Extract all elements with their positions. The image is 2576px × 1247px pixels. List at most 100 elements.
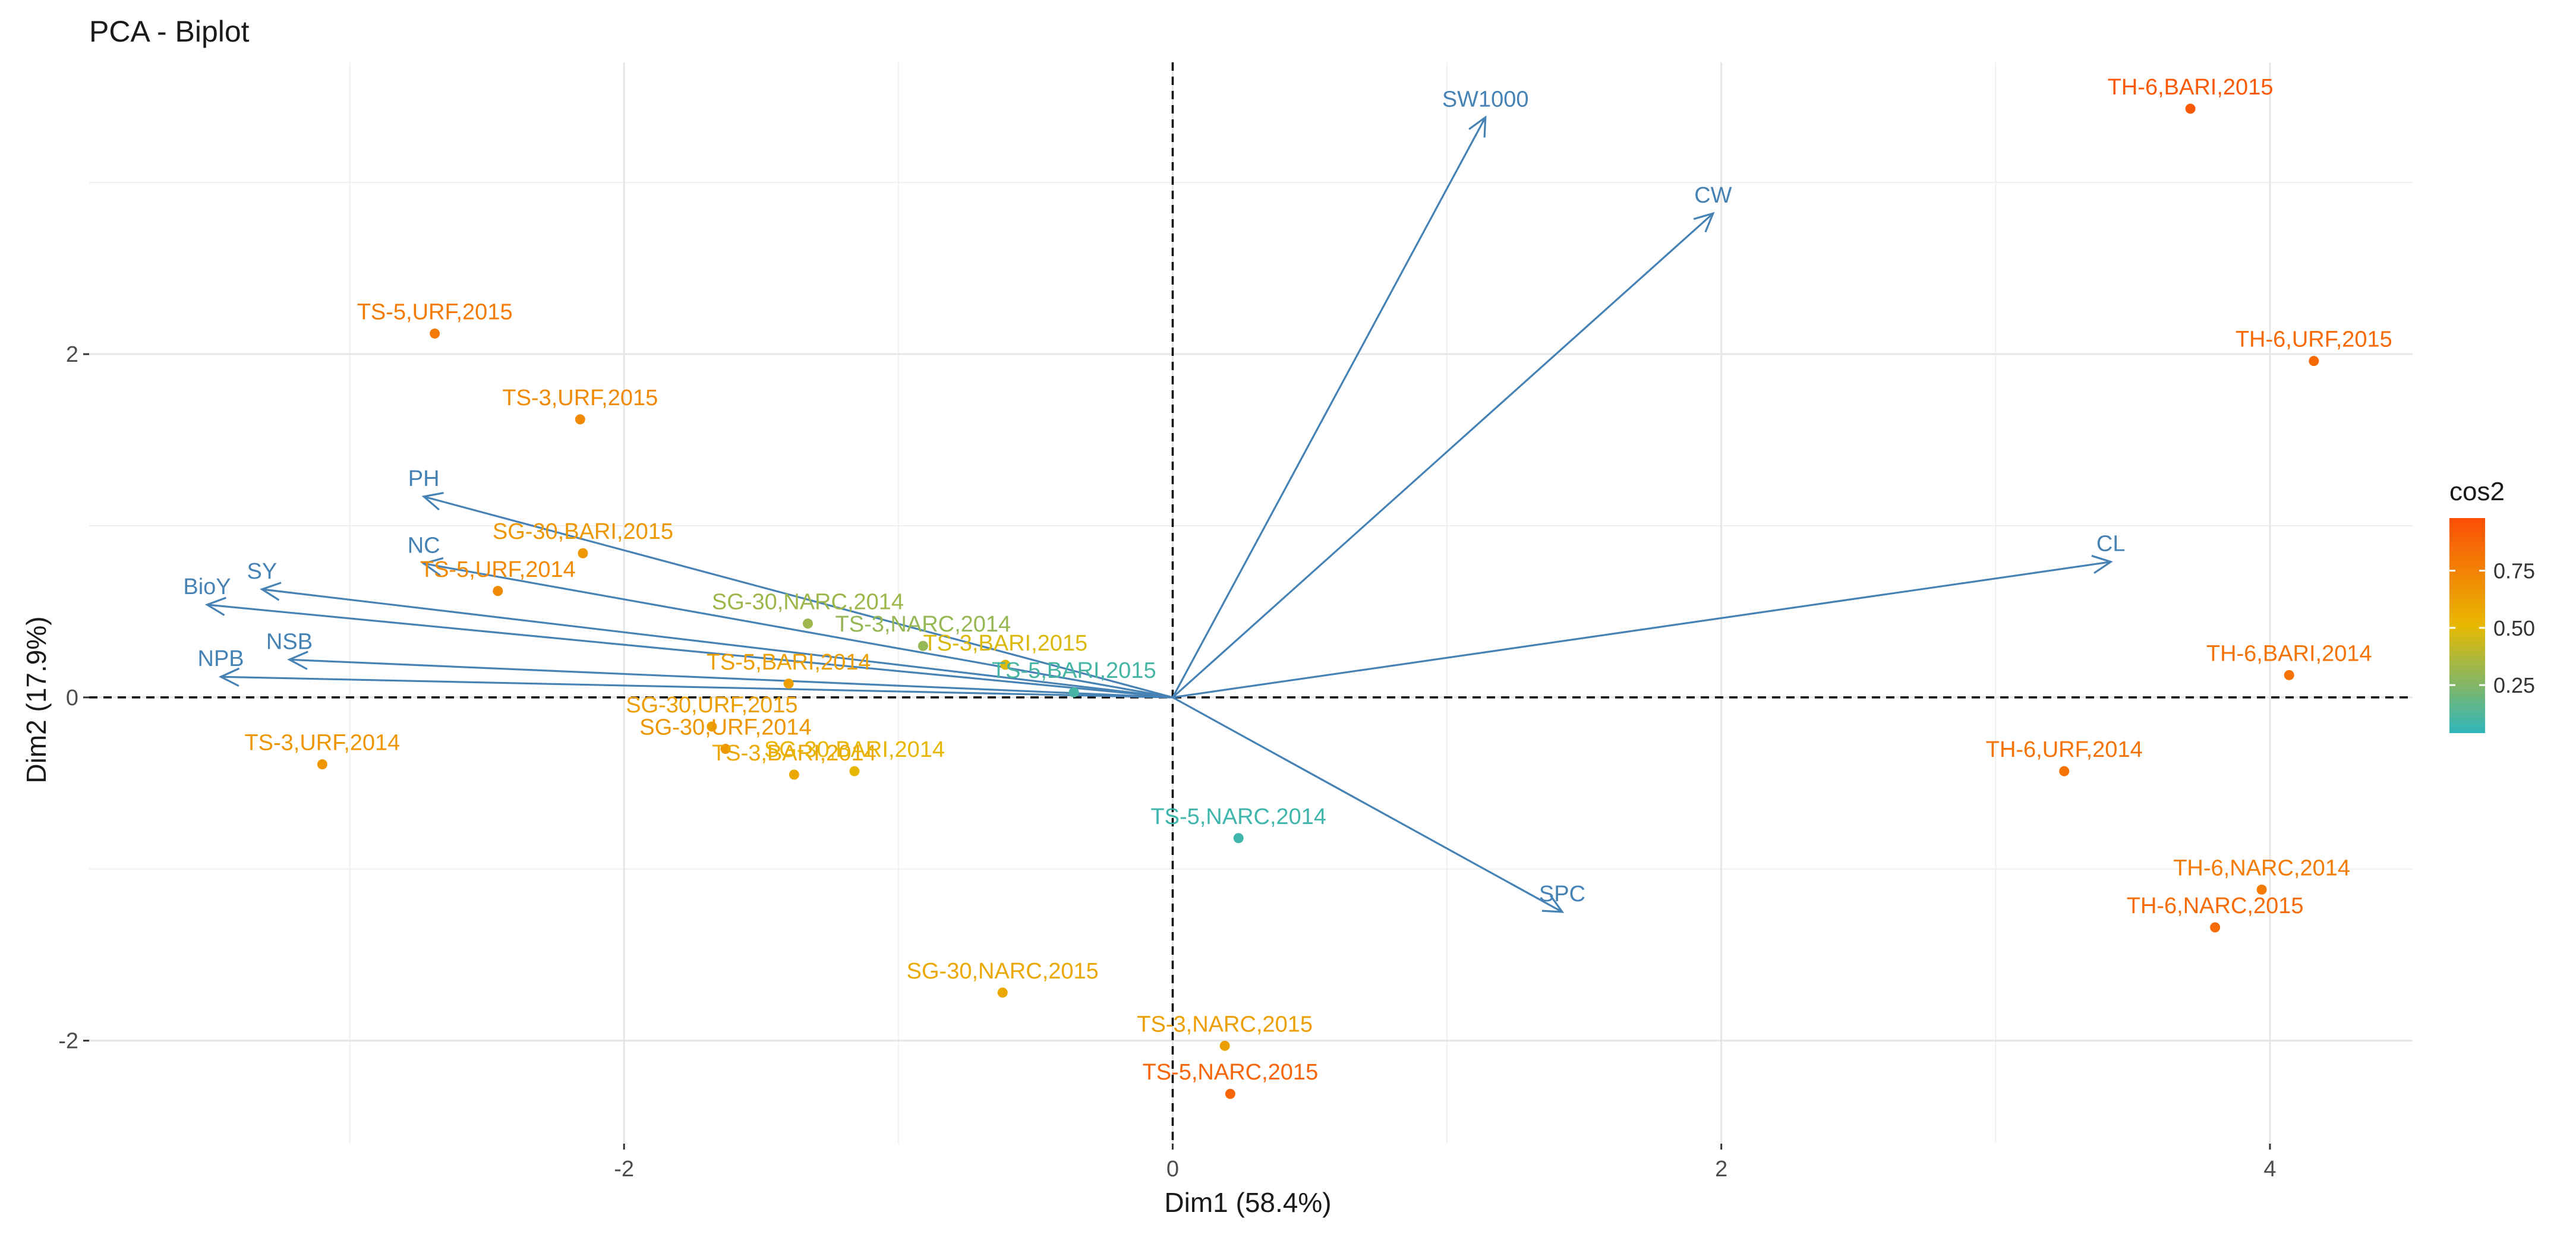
individual-label-th-6-urf-2014: TH-6,URF,2014 (1986, 737, 2143, 762)
individual-point-ts-5-bari-2014 (783, 678, 794, 689)
arrow-head (287, 651, 308, 670)
arrow-head (204, 596, 226, 616)
arrow-head (1468, 115, 1487, 138)
variable-label-cl: CL (2096, 532, 2126, 557)
legend-title: cos2 (2449, 477, 2505, 506)
variable-label-nc: NC (408, 533, 440, 558)
legend-ticks: 0.25 0.50 0.75 (2449, 559, 2535, 697)
y-tick-label: 0 (66, 686, 78, 711)
variable-label-ph: PH (408, 466, 440, 491)
variable-label-spc: SPC (1539, 882, 1585, 907)
y-tick-label: -2 (58, 1029, 78, 1054)
data-labels: SW1000 CW CL SPC PH NC SY BioY NSB NPB TH-6,BARI,2… (183, 75, 2392, 1085)
arrow-shaft (1172, 213, 1714, 699)
individual-label-sg-30-bari-2014: SG-30,BARI,2014 (764, 737, 945, 762)
arrow-shaft (1172, 116, 1487, 698)
x-tick-label: 0 (1166, 1157, 1179, 1182)
arrow-head (421, 557, 444, 576)
arrow-shaft (1172, 561, 2111, 699)
legend-colorbar (2449, 518, 2485, 733)
arrow-shaft (423, 495, 1173, 699)
individual-label-ts-5-bari-2015: TS-5,BARI,2015 (992, 658, 1156, 683)
individual-label-th-6-narc-2015: TH-6,NARC,2015 (2127, 894, 2304, 918)
arrow-head (260, 582, 282, 601)
x-tick-label: 2 (1715, 1157, 1727, 1182)
individual-label-th-6-urf-2015: TH-6,URF,2015 (2236, 327, 2392, 352)
grid (89, 62, 2413, 1144)
cos2-legend: cos2 0.25 0.50 0.75 (2449, 477, 2535, 733)
variable-label-nsb: NSB (266, 629, 313, 654)
variable-label-bioy: BioY (183, 574, 231, 599)
variable-arrow-ph (421, 492, 1173, 699)
individual-point-ts-3-bari-2014 (789, 769, 799, 780)
x-tick-label: 4 (2263, 1157, 2276, 1182)
individual-point-ts-5-urf-2014 (493, 586, 503, 596)
individual-label-ts-5-urf-2014: TS-5,URF,2014 (420, 557, 576, 582)
individual-label-th-6-narc-2014: TH-6,NARC,2014 (2173, 855, 2350, 880)
individual-label-ts-5-bari-2014: TS-5,BARI,2014 (707, 650, 871, 675)
individual-label-ts-5-narc-2014: TS-5,NARC,2014 (1150, 804, 1326, 829)
arrow-shaft (289, 658, 1173, 699)
individual-label-sg-30-urf-2015: SG-30,URF,2015 (626, 693, 797, 718)
arrow-head (1693, 211, 1715, 233)
variable-arrow-sw1000 (1172, 115, 1487, 698)
individual-point-sg-30-bari-2014 (849, 766, 860, 776)
individual-point-sg-30-bari-2015 (578, 548, 588, 558)
individual-point-ts-5-narc-2014 (1233, 833, 1244, 844)
individual-points (317, 103, 2319, 1099)
y-tick-label: 2 (66, 342, 78, 367)
individual-point-sg-30-narc-2015 (997, 987, 1008, 998)
individual-point-ts-3-urf-2015 (575, 414, 585, 425)
individual-label-ts-3-urf-2015: TS-3,URF,2015 (502, 386, 658, 411)
individual-label-ts-3-bari-2015: TS-3,BARI,2015 (923, 631, 1087, 656)
individual-label-ts-5-narc-2015: TS-5,NARC,2015 (1143, 1060, 1319, 1085)
individual-point-sg-30-narc-2014 (802, 618, 813, 629)
variable-arrows (204, 115, 2113, 913)
variable-label-npb: NPB (198, 646, 244, 671)
arrow-shaft (1172, 696, 1563, 913)
individual-point-th-6-urf-2015 (2309, 356, 2319, 367)
individual-label-ts-3-narc-2014: TS-3,NARC,2014 (835, 612, 1011, 637)
arrow-head (1541, 895, 1565, 913)
arrow-shaft (207, 604, 1173, 699)
variable-arrow-bioy (204, 596, 1173, 699)
individual-label-sg-30-bari-2015: SG-30,BARI,2015 (493, 519, 673, 544)
x-axis-title: Dim1 (58.4%) (1164, 1187, 1331, 1218)
arrow-shaft (261, 588, 1173, 699)
variable-arrow-cl (1172, 554, 2113, 699)
chart-title: PCA - Biplot (89, 15, 250, 48)
individual-point-th-6-narc-2014 (2256, 884, 2267, 895)
arrow-head (421, 492, 444, 511)
variable-label-sw1000: SW1000 (1442, 87, 1529, 112)
individual-label-th-6-bari-2015: TH-6,BARI,2015 (2108, 75, 2274, 100)
individual-point-sg-30-urf-2015 (707, 721, 717, 732)
y-axis-title: Dim2 (17.9%) (21, 616, 52, 783)
legend-tick-label: 0.75 (2493, 559, 2535, 583)
axis-ticks: -2 0 2 4 -2 0 2 (58, 342, 2276, 1182)
individual-point-ts-3-narc-2014 (917, 640, 928, 651)
legend-tick-label: 0.25 (2493, 673, 2535, 697)
variable-arrow-cw (1172, 211, 1715, 699)
arrow-head (2091, 554, 2113, 574)
variable-label-cw: CW (1694, 183, 1732, 208)
individual-label-sg-30-narc-2014: SG-30,NARC,2014 (712, 590, 904, 615)
individual-point-ts-3-bari-2015 (1000, 659, 1011, 670)
individual-point-ts-5-bari-2015 (1068, 687, 1079, 697)
individual-label-th-6-bari-2014: TH-6,BARI,2014 (2206, 641, 2372, 666)
variable-label-sy: SY (247, 559, 277, 584)
individual-point-ts-3-urf-2014 (317, 759, 327, 770)
arrow-head (218, 667, 240, 687)
individual-label-sg-30-narc-2015: SG-30,NARC,2015 (907, 959, 1099, 984)
individual-point-th-6-bari-2015 (2185, 103, 2196, 114)
variable-arrow-spc (1172, 696, 1565, 913)
variable-arrow-nc (421, 557, 1173, 699)
individual-label-ts-3-bari-2014: TS-3,BARI,2014 (712, 741, 876, 766)
individual-label-ts-3-narc-2015: TS-3,NARC,2015 (1137, 1012, 1313, 1037)
individual-point-ts-5-urf-2015 (430, 328, 440, 339)
variable-arrow-npb (218, 667, 1173, 699)
individual-point-ts-5-narc-2015 (1225, 1088, 1235, 1099)
individual-point-th-6-bari-2014 (2284, 670, 2294, 680)
variable-arrow-nsb (287, 651, 1173, 699)
